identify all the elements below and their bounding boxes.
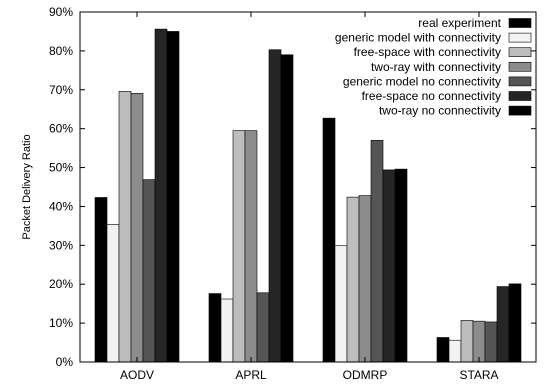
x-tick-label-stara: STARA <box>459 368 498 382</box>
y-tick-label: 40% <box>49 199 73 213</box>
bars-layer <box>94 28 522 363</box>
y-tick-label: 30% <box>49 238 73 252</box>
bar-aodv-generic-model-with-connectivity <box>106 224 120 363</box>
bar-stara-two-ray-with-connectivity <box>472 320 486 363</box>
bar-aodv-real-experiment <box>94 197 108 363</box>
legend-label-two-ray-with-connectivity: two-ray with connectivity <box>371 60 501 74</box>
bar-odmrp-free-space-no-connectivity <box>382 169 396 363</box>
bar-odmrp-real-experiment <box>322 117 336 363</box>
legend-label-generic-model-with-connectivity: generic model with connectivity <box>335 31 501 45</box>
bar-aprl-two-ray-no-connectivity <box>280 54 294 363</box>
y-tick-label: 50% <box>49 161 73 175</box>
bar-aprl-free-space-no-connectivity <box>268 49 282 363</box>
legend-swatch-free-space-with-connectivity <box>508 47 532 58</box>
legend-label-free-space-no-connectivity: free-space no connectivity <box>362 89 501 103</box>
y-tick-label: 10% <box>49 316 73 330</box>
bar-aodv-free-space-no-connectivity <box>154 28 168 363</box>
legend-label-free-space-with-connectivity: free-space with connectivity <box>354 45 501 59</box>
bar-stara-generic-model-with-connectivity <box>448 339 462 363</box>
bar-stara-two-ray-no-connectivity <box>508 283 522 363</box>
x-tick-label-aprl: APRL <box>235 368 267 382</box>
bar-aprl-free-space-with-connectivity <box>232 130 246 363</box>
bar-stara-free-space-no-connectivity <box>496 286 510 363</box>
bar-aodv-free-space-with-connectivity <box>118 91 132 363</box>
legend-label-real-experiment: real experiment <box>418 16 501 30</box>
ticks-layer: AODV APRL ODMRP STARA 0% 10% 20% 30% 40% 50% 60% 70… <box>49 5 536 382</box>
bar-stara-free-space-with-connectivity <box>460 320 474 363</box>
bar-odmrp-free-space-with-connectivity <box>346 196 360 363</box>
legend-swatch-generic-model-with-connectivity <box>508 32 532 43</box>
legend-swatch-real-experiment <box>508 18 532 28</box>
y-tick-label: 0% <box>56 355 74 369</box>
bar-aodv-two-ray-no-connectivity <box>166 31 180 363</box>
bar-stara-generic-model-no-connectivity <box>484 321 498 363</box>
y-axis-label: Packet Delivery Ratio <box>21 134 33 239</box>
legend-swatch-two-ray-no-connectivity <box>508 105 532 116</box>
bar-odmrp-two-ray-with-connectivity <box>358 195 372 363</box>
bar-aprl-two-ray-with-connectivity <box>244 130 258 363</box>
legend-label-generic-model-no-connectivity: generic model no connectivity <box>343 74 501 88</box>
y-tick-label: 70% <box>49 83 73 97</box>
bar-odmrp-two-ray-no-connectivity <box>394 168 408 363</box>
y-tick-label: 90% <box>49 5 73 19</box>
bar-stara-real-experiment <box>436 337 450 363</box>
legend-swatch-generic-model-no-connectivity <box>508 76 532 87</box>
y-tick-label: 60% <box>49 122 73 136</box>
bar-aprl-generic-model-no-connectivity <box>256 292 270 363</box>
bar-aodv-generic-model-no-connectivity <box>142 179 156 363</box>
legend-swatch-free-space-no-connectivity <box>508 91 532 101</box>
bar-odmrp-generic-model-with-connectivity <box>334 245 348 363</box>
legend-swatch-two-ray-with-connectivity <box>508 61 532 72</box>
bar-aprl-real-experiment <box>208 293 222 363</box>
y-tick-label: 20% <box>49 277 73 291</box>
bar-odmrp-generic-model-no-connectivity <box>370 140 384 363</box>
bar-aprl-generic-model-with-connectivity <box>220 298 234 363</box>
legend-label-two-ray-no-connectivity: two-ray no connectivity <box>379 104 501 118</box>
plot-frame <box>79 11 537 363</box>
x-tick-label-odmrp: ODMRP <box>343 368 388 382</box>
x-tick-label-aodv: AODV <box>120 368 154 382</box>
bar-aodv-two-ray-with-connectivity <box>130 92 144 363</box>
y-tick-label: 80% <box>49 44 73 58</box>
